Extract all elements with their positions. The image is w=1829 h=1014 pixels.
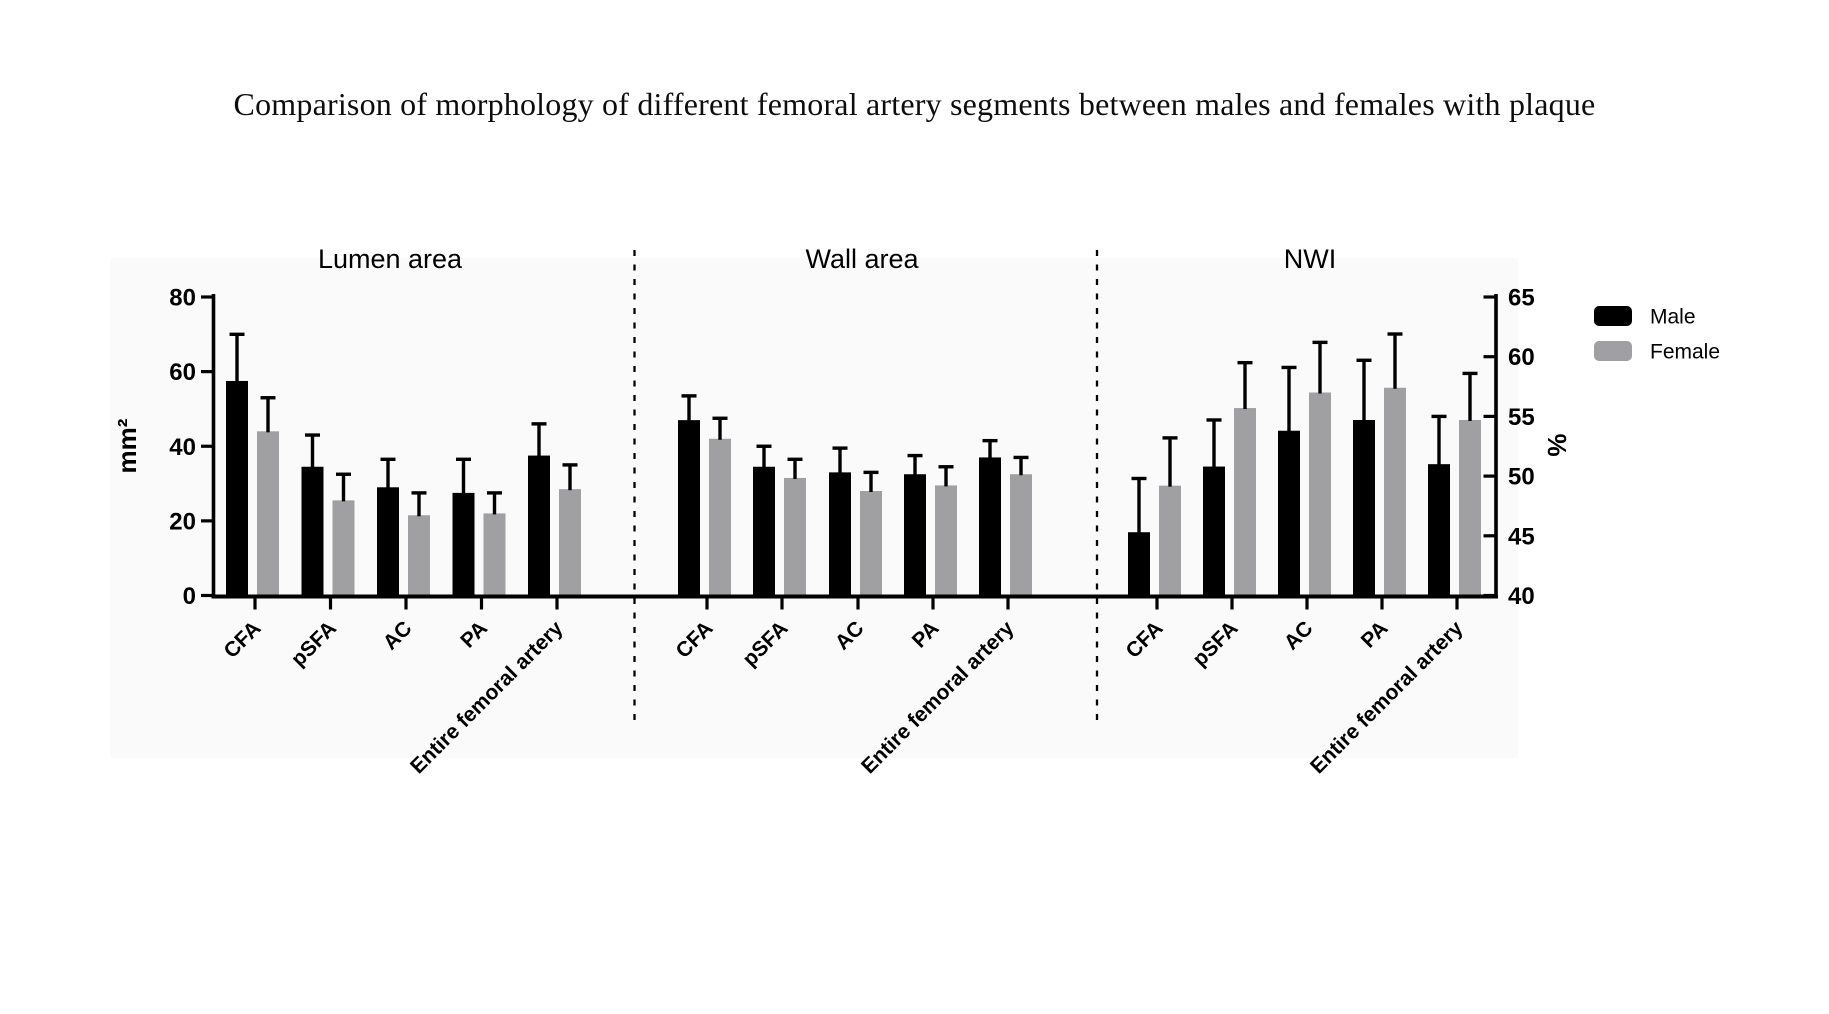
legend-swatch-female [1594, 341, 1632, 361]
bar-female-cfa [709, 438, 731, 598]
left-axis-tick-label: 0 [183, 583, 196, 610]
right-axis-tick-label: 65 [1508, 285, 1535, 312]
left-axis-tick-label: 60 [169, 359, 196, 386]
axis-label-percent: % [1542, 433, 1572, 456]
bar-female-psfa [1234, 408, 1256, 598]
bar-male-entire-femoral-artery [528, 455, 550, 598]
bar-male-pa [452, 492, 475, 598]
right-axis-tick-label: 50 [1508, 464, 1535, 491]
bar-female-pa [1384, 387, 1406, 598]
panel-title-wall-area: Wall area [805, 244, 919, 274]
right-axis-tick-label: 60 [1508, 344, 1535, 371]
legend-swatch-male [1594, 306, 1632, 326]
bar-female-entire-femoral-artery [1010, 474, 1032, 598]
right-axis-tick-label: 40 [1508, 583, 1535, 610]
bar-male-entire-femoral-artery [979, 457, 1001, 598]
bar-male-ac [829, 472, 851, 598]
bar-male-pa [1353, 419, 1375, 598]
bar-female-cfa [1159, 485, 1181, 598]
bar-female-pa [483, 513, 506, 598]
bar-male-pa [904, 474, 926, 598]
left-axis-tick-label: 40 [169, 434, 196, 461]
right-axis-tick-label: 45 [1508, 523, 1535, 550]
bar-female-cfa [257, 431, 279, 598]
right-axis-tick-label: 55 [1508, 404, 1535, 431]
bar-female-psfa [332, 500, 355, 598]
legend-label-male: Male [1650, 306, 1696, 329]
bar-male-psfa [301, 466, 324, 598]
axis-label-mm2: mm² [112, 418, 142, 473]
bar-female-ac [860, 491, 882, 598]
bar-male-ac [377, 487, 399, 598]
legend-label-female: Female [1650, 341, 1720, 364]
figure-title: Comparison of morphology of different fe… [233, 86, 1596, 122]
bar-male-ac [1278, 430, 1300, 598]
panel-title-lumen-area: Lumen area [318, 244, 463, 274]
bar-female-psfa [784, 477, 806, 598]
left-axis-tick-label: 20 [169, 508, 196, 535]
bar-female-ac [1309, 392, 1331, 598]
bar-male-psfa [753, 466, 775, 598]
bar-male-cfa [678, 420, 700, 598]
bar-male-cfa [226, 380, 248, 598]
bar-male-cfa [1128, 532, 1150, 598]
bar-female-entire-femoral-artery [1459, 419, 1481, 598]
left-axis-tick-label: 80 [169, 285, 196, 312]
bar-female-pa [935, 485, 957, 598]
bar-male-psfa [1203, 466, 1225, 598]
bar-female-entire-femoral-artery [559, 489, 581, 598]
panel-title-nwi: NWI [1284, 244, 1336, 274]
bar-male-entire-femoral-artery [1428, 464, 1450, 598]
bar-female-ac [408, 515, 430, 598]
